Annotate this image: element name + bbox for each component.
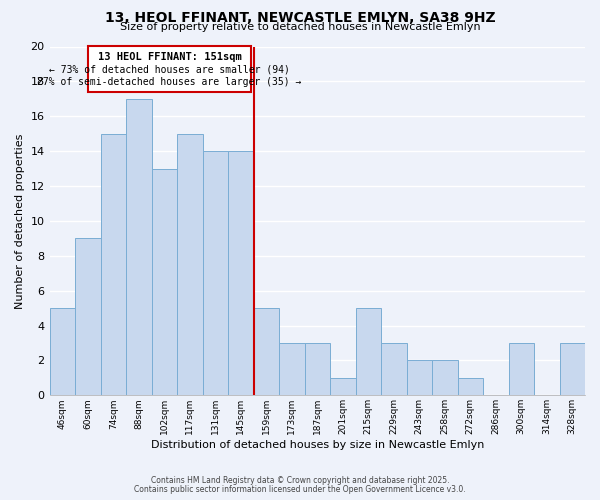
Bar (50, 308, 75, 396)
Bar (330, 378, 356, 396)
Text: Size of property relative to detached houses in Newcastle Emlyn: Size of property relative to detached ho… (119, 22, 481, 32)
Text: Contains public sector information licensed under the Open Government Licence v3: Contains public sector information licen… (134, 485, 466, 494)
X-axis label: Distribution of detached houses by size in Newcastle Emlyn: Distribution of detached houses by size … (151, 440, 484, 450)
FancyBboxPatch shape (88, 46, 251, 92)
Bar (509, 343, 534, 396)
Bar (407, 360, 432, 396)
Bar (381, 343, 407, 396)
Y-axis label: Number of detached properties: Number of detached properties (15, 133, 25, 308)
Bar (203, 151, 228, 396)
Bar (279, 343, 305, 396)
Bar (152, 168, 177, 396)
Bar (101, 134, 126, 396)
Bar (356, 308, 381, 396)
Text: Contains HM Land Registry data © Crown copyright and database right 2025.: Contains HM Land Registry data © Crown c… (151, 476, 449, 485)
Text: 13, HEOL FFINANT, NEWCASTLE EMLYN, SA38 9HZ: 13, HEOL FFINANT, NEWCASTLE EMLYN, SA38 … (104, 11, 496, 25)
Bar (177, 134, 203, 396)
Bar (305, 343, 330, 396)
Bar (75, 238, 101, 396)
Bar (228, 151, 254, 396)
Text: 13 HEOL FFINANT: 151sqm: 13 HEOL FFINANT: 151sqm (98, 52, 241, 62)
Bar (560, 343, 585, 396)
Bar (432, 360, 458, 396)
Bar (458, 378, 483, 396)
Text: 27% of semi-detached houses are larger (35) →: 27% of semi-detached houses are larger (… (37, 78, 302, 88)
Text: ← 73% of detached houses are smaller (94): ← 73% of detached houses are smaller (94… (49, 64, 290, 74)
Bar (126, 99, 152, 396)
Bar (254, 308, 279, 396)
